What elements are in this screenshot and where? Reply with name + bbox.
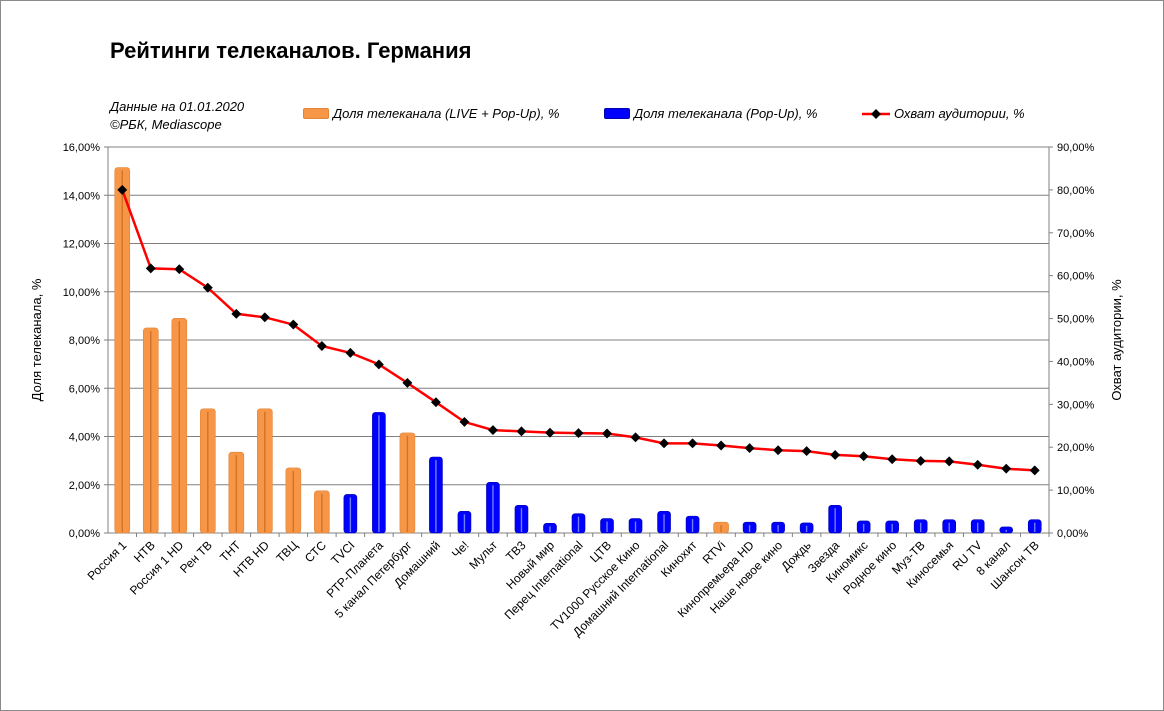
y-tick-label: 14,00%	[63, 190, 101, 202]
y-axis-title: Доля телеканала, %	[29, 278, 44, 401]
reach-marker	[944, 456, 955, 467]
y2-tick-label: 60,00%	[1057, 271, 1095, 283]
reach-marker	[773, 445, 784, 456]
y-tick-label: 0,00%	[69, 528, 100, 540]
y2-tick-label: 10,00%	[1057, 485, 1095, 497]
legend-swatch-popup	[604, 108, 630, 119]
x-tick-label: Рен ТВ	[177, 538, 215, 576]
reach-marker	[744, 443, 755, 454]
source-note: Данные на 01.01.2020 ©РБК, Mediascope	[110, 98, 244, 134]
reach-marker	[373, 359, 384, 370]
y-tick-label: 8,00%	[69, 335, 100, 347]
legend-label-popup: Доля телеканала (Pop-Up), %	[634, 106, 818, 121]
reach-marker	[316, 341, 327, 351]
reach-marker	[887, 454, 898, 465]
reach-marker	[174, 264, 185, 275]
data-source: ©РБК, Mediascope	[110, 117, 222, 132]
reach-marker	[687, 438, 698, 449]
y2-axis-title: Охват аудитории, %	[1109, 279, 1124, 401]
reach-marker	[972, 459, 983, 470]
reach-marker	[202, 282, 213, 293]
legend-swatch-reach	[862, 108, 890, 120]
reach-marker	[488, 425, 498, 436]
reach-marker	[145, 263, 156, 274]
legend-label-live: Доля телеканала (LIVE + Pop-Up), %	[333, 106, 560, 121]
reach-marker	[858, 451, 869, 462]
y-tick-label: 16,00%	[63, 142, 101, 154]
y2-tick-label: 90,00%	[1057, 142, 1095, 154]
reach-marker	[630, 432, 641, 443]
reach-marker	[716, 440, 727, 451]
reach-marker	[231, 308, 242, 319]
legend-label-reach: Охват аудитории, %	[894, 106, 1025, 121]
x-tick-label: Че!	[449, 538, 472, 561]
reach-marker	[573, 428, 584, 439]
legend-item-reach: Охват аудитории, %	[862, 106, 1025, 121]
reach-marker	[117, 184, 128, 195]
y-tick-label: 6,00%	[69, 383, 100, 395]
legend-item-popup: Доля телеканала (Pop-Up), %	[604, 106, 817, 121]
x-tick-label: Россия 1	[85, 538, 130, 583]
x-tick-label: Мульт	[466, 538, 500, 572]
chart-title: Рейтинги телеканалов. Германия	[110, 38, 472, 63]
reach-marker	[1001, 463, 1012, 474]
reach-marker	[259, 312, 270, 323]
y-tick-label: 4,00%	[69, 432, 100, 444]
x-tick-label: СТС	[302, 538, 329, 565]
y2-tick-label: 0,00%	[1057, 528, 1088, 540]
reach-marker	[430, 397, 441, 408]
reach-marker	[659, 438, 669, 449]
y2-tick-label: 80,00%	[1057, 185, 1095, 197]
y-tick-label: 12,00%	[63, 239, 101, 251]
reach-marker	[516, 426, 527, 437]
reach-marker	[801, 446, 812, 457]
y-tick-label: 10,00%	[63, 287, 101, 299]
reach-marker	[402, 377, 413, 388]
reach-marker	[602, 428, 612, 439]
y2-tick-label: 30,00%	[1057, 399, 1095, 411]
y2-tick-label: 70,00%	[1057, 228, 1095, 240]
y2-tick-label: 20,00%	[1057, 442, 1095, 454]
reach-marker	[459, 416, 470, 427]
reach-marker	[545, 427, 555, 438]
legend-swatch-live	[303, 108, 329, 119]
reach-marker	[345, 347, 356, 358]
reach-marker	[288, 319, 299, 330]
y2-tick-label: 50,00%	[1057, 314, 1095, 326]
reach-marker	[1029, 465, 1040, 476]
legend-item-live: Доля телеканала (LIVE + Pop-Up), %	[303, 106, 559, 121]
x-tick-label: ТВЦ	[273, 538, 300, 565]
y-tick-label: 2,00%	[69, 480, 100, 492]
y2-tick-label: 40,00%	[1057, 356, 1095, 368]
reach-marker	[915, 455, 926, 466]
reach-marker	[830, 449, 841, 460]
data-date: Данные на 01.01.2020	[110, 99, 245, 114]
